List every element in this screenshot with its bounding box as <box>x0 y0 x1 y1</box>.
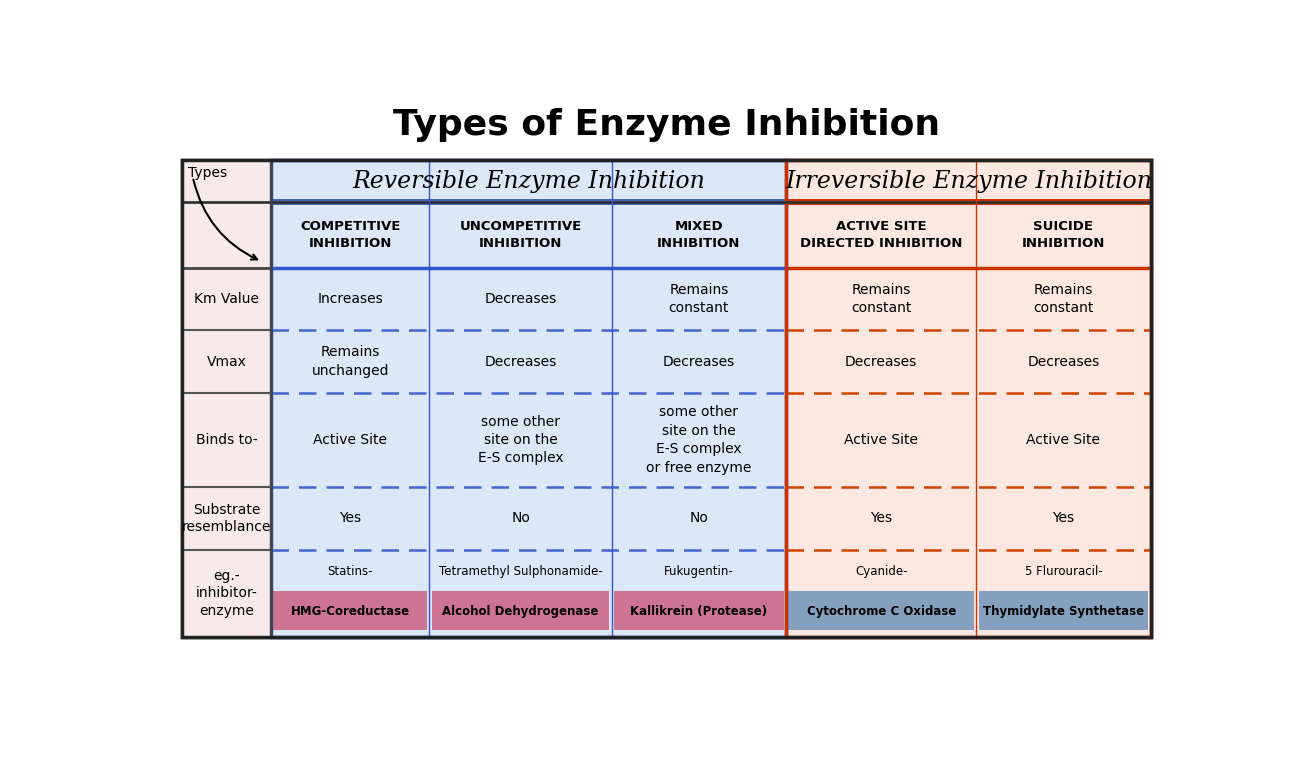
Text: Reversible Enzyme Inhibition: Reversible Enzyme Inhibition <box>352 170 705 193</box>
Text: No: No <box>689 511 708 525</box>
Text: Active Site: Active Site <box>1027 433 1101 447</box>
Bar <box>270 160 786 202</box>
Bar <box>786 393 976 487</box>
Text: Types of Enzyme Inhibition: Types of Enzyme Inhibition <box>393 108 940 141</box>
Bar <box>788 591 974 631</box>
Text: some other
site on the
E-S complex
or free enzyme: some other site on the E-S complex or fr… <box>646 406 751 475</box>
Bar <box>182 268 270 330</box>
Bar <box>182 160 1150 637</box>
Bar <box>270 393 429 487</box>
Text: Irreversible Enzyme Inhibition: Irreversible Enzyme Inhibition <box>785 170 1152 193</box>
Bar <box>612 487 786 550</box>
Text: Remains
constant: Remains constant <box>668 283 729 315</box>
Text: eg.-
inhibitor-
enzyme: eg.- inhibitor- enzyme <box>195 569 257 617</box>
Bar <box>270 199 786 204</box>
Text: SUICIDE
INHIBITION: SUICIDE INHIBITION <box>1022 220 1105 250</box>
Text: Statins-: Statins- <box>328 565 373 578</box>
Bar <box>786 268 976 330</box>
Text: Cyanide-: Cyanide- <box>855 565 907 578</box>
Bar <box>273 591 428 631</box>
Bar <box>786 202 1150 268</box>
Text: Remains
constant: Remains constant <box>1034 283 1093 315</box>
Text: Remains
constant: Remains constant <box>852 283 911 315</box>
Text: Decreases: Decreases <box>663 355 734 369</box>
Bar <box>786 550 976 637</box>
Text: Cytochrome C Oxidase: Cytochrome C Oxidase <box>806 605 956 618</box>
Text: UNCOMPETITIVE
INHIBITION: UNCOMPETITIVE INHIBITION <box>459 220 581 250</box>
Bar <box>612 393 786 487</box>
Text: Km Value: Km Value <box>194 292 259 306</box>
Text: Yes: Yes <box>870 511 892 525</box>
Text: Decreases: Decreases <box>485 292 556 306</box>
Text: Yes: Yes <box>1053 511 1075 525</box>
Bar <box>612 550 786 637</box>
Bar <box>182 393 270 487</box>
Bar <box>432 591 610 631</box>
Bar <box>429 268 612 330</box>
Bar <box>182 550 270 637</box>
Text: Alcohol Dehydrogenase: Alcohol Dehydrogenase <box>442 605 599 618</box>
Text: some other
site on the
E-S complex: some other site on the E-S complex <box>478 415 563 465</box>
Text: Remains
unchanged: Remains unchanged <box>312 346 389 378</box>
Text: Decreases: Decreases <box>485 355 556 369</box>
Text: HMG-Coreductase: HMG-Coreductase <box>291 605 410 618</box>
Text: Types: Types <box>188 166 228 180</box>
Bar <box>786 330 976 393</box>
Bar <box>786 487 976 550</box>
Bar <box>976 487 1150 550</box>
Text: Vmax: Vmax <box>207 355 247 369</box>
Text: MIXED
INHIBITION: MIXED INHIBITION <box>658 220 741 250</box>
Bar <box>429 330 612 393</box>
Bar <box>976 268 1150 330</box>
Bar <box>429 393 612 487</box>
Bar <box>429 487 612 550</box>
Bar <box>612 330 786 393</box>
Text: ACTIVE SITE
DIRECTED INHIBITION: ACTIVE SITE DIRECTED INHIBITION <box>800 220 962 250</box>
Text: Decreases: Decreases <box>845 355 918 369</box>
Bar <box>976 393 1150 487</box>
Bar <box>182 160 270 268</box>
Bar <box>786 160 1150 202</box>
Text: Kallikrein (Protease): Kallikrein (Protease) <box>630 605 767 618</box>
Text: 5 Flurouracil-: 5 Flurouracil- <box>1024 565 1102 578</box>
Text: Fukugentin-: Fukugentin- <box>664 565 733 578</box>
Text: Binds to-: Binds to- <box>195 433 257 447</box>
Text: Thymidylate Synthetase: Thymidylate Synthetase <box>983 605 1144 618</box>
Text: COMPETITIVE
INHIBITION: COMPETITIVE INHIBITION <box>300 220 400 250</box>
Bar <box>182 160 1150 637</box>
Text: Substrate
resemblance: Substrate resemblance <box>182 502 272 534</box>
Bar <box>429 550 612 637</box>
Bar <box>786 199 1150 204</box>
Bar <box>976 330 1150 393</box>
Bar <box>612 268 786 330</box>
Bar <box>182 330 270 393</box>
Text: Active Site: Active Site <box>313 433 387 447</box>
Text: Yes: Yes <box>339 511 361 525</box>
Bar <box>786 160 1150 637</box>
Bar <box>976 550 1150 637</box>
Bar <box>270 202 786 268</box>
Bar <box>270 330 429 393</box>
Bar <box>270 160 786 637</box>
Bar <box>270 268 429 330</box>
Text: Tetramethyl Sulphonamide-: Tetramethyl Sulphonamide- <box>438 565 602 578</box>
Bar <box>614 591 784 631</box>
Text: No: No <box>511 511 530 525</box>
Bar <box>270 487 429 550</box>
Text: Decreases: Decreases <box>1027 355 1100 369</box>
Bar <box>270 550 429 637</box>
Bar <box>182 487 270 550</box>
Text: Active Site: Active Site <box>844 433 918 447</box>
Text: Increases: Increases <box>317 292 384 306</box>
Bar <box>979 591 1148 631</box>
